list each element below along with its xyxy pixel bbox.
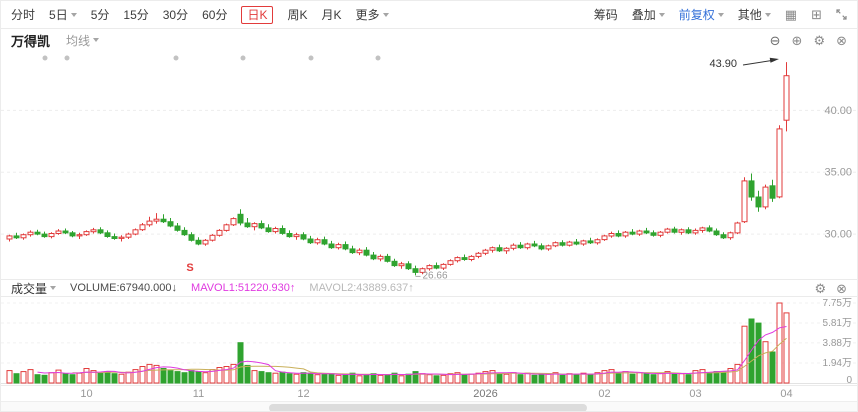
svg-text:40.00: 40.00 [824,105,852,117]
tab-60min-label: 60分 [202,8,228,22]
tab-more-label: 更多 [355,8,380,22]
volume-legend: 成交量 VOLUME:67940.000↓ MAVOL1:51220.930↑ … [11,280,414,297]
x-axis-label: 12 [297,388,310,400]
other-button[interactable]: 其他 [738,6,771,23]
period-tabs: 分时 5日 5分 15分 30分 60分 日K 周K 月K 更多 [11,5,389,24]
chips-button[interactable]: 筹码 [594,6,618,23]
svg-text:43.90: 43.90 [709,58,737,70]
tab-daily-k-label: 日K [247,7,268,22]
main-price-chart[interactable]: 40.00 35.00 30.00 43.90 26.66 S [1,51,858,279]
svg-text:7.75万: 7.75万 [823,298,852,309]
svg-text:5.81万: 5.81万 [823,318,852,329]
multi-panel-icon[interactable]: ⊞ [811,7,822,22]
tab-monthly-k-label: 月K [321,8,342,22]
chart-zoom-controls: ⊖ ⊕ ⚙ ⊗ [770,34,847,47]
chart-header: 万得凯 均线 ⊖ ⊕ ⚙ ⊗ [1,29,857,51]
svg-text:30.00: 30.00 [824,229,852,241]
svg-text:3.88万: 3.88万 [823,338,852,349]
x-axis: 10 11 12 2026 02 03 04 [1,385,857,401]
tab-timeshare[interactable]: 分时 [11,6,35,23]
overlay-button[interactable]: 叠加 [632,6,665,23]
x-axis-label: 10 [80,388,93,400]
mavol1-direction-arrow: ↑ [289,282,296,294]
volume-indicator-dropdown[interactable]: 成交量 [11,280,57,297]
chart-grid-icon[interactable]: ▦ [784,7,798,22]
zoom-in-icon[interactable]: ⊕ [791,32,803,48]
chips-label: 筹码 [593,8,618,22]
gear-icon[interactable]: ⚙ [813,32,826,48]
tab-more[interactable]: 更多 [356,6,389,23]
chevron-down-icon [764,12,771,17]
svg-text:26.66: 26.66 [423,270,448,279]
volume-chart[interactable]: 7.75万 5.81万 3.88万 1.94万 0 [1,297,858,385]
tab-15min[interactable]: 15分 [123,6,148,23]
volume-value: VOLUME:67940.000↓ [70,282,178,294]
volume-indicator-label: 成交量 [11,281,48,296]
close-icon[interactable]: ⊗ [836,32,847,48]
tab-5min-label: 5分 [90,8,110,22]
tab-30min-label: 30分 [162,8,189,22]
forward-adjust-label: 前复权 [678,8,715,22]
svg-text:35.00: 35.00 [824,167,852,179]
toolbar-right: 筹码 叠加 前复权 其他 ▦ ⊞ [594,6,847,23]
mavol2-direction-arrow: ↑ [408,282,414,294]
chevron-down-icon [50,286,57,290]
other-label: 其他 [737,8,762,22]
period-toolbar: 分时 5日 5分 15分 30分 60分 日K 周K 月K 更多 筹码 叠加 前… [1,1,857,29]
volume-direction-arrow: ↓ [171,282,178,294]
tab-daily-k[interactable]: 日K [241,5,274,24]
tab-monthly-k[interactable]: 月K [322,6,342,23]
chevron-down-icon [717,12,724,17]
chart-scrollbar-track[interactable] [1,401,857,411]
x-axis-label: 02 [598,388,611,400]
volume-bars-layer [6,302,790,384]
stock-name: 万得凯 [11,33,51,49]
x-axis-label: 03 [689,388,702,400]
chevron-down-icon [382,12,389,17]
volume-pane-controls: ⚙ ⊗ [814,282,847,295]
tab-5day[interactable]: 5日 [49,6,77,23]
tab-weekly-k[interactable]: 周K [287,6,307,23]
mavol1-value: MAVOL1:51220.930↑ [191,282,296,294]
tab-60min[interactable]: 60分 [202,6,227,23]
x-axis-label: 11 [192,388,205,400]
tab-weekly-k-label: 周K [287,8,308,22]
mavol2-value: MAVOL2:43889.637↑ [309,282,414,294]
volume-header: 成交量 VOLUME:67940.000↓ MAVOL1:51220.930↑ … [1,279,857,297]
fullscreen-icon[interactable] [836,9,847,20]
chevron-down-icon [93,38,100,42]
svg-text:0: 0 [846,375,852,385]
ma-dropdown[interactable]: 均线 [66,32,100,49]
candles-layer [6,62,790,276]
gear-icon[interactable]: ⚙ [814,280,827,296]
zoom-out-icon[interactable]: ⊖ [769,32,781,48]
tab-timeshare-label: 分时 [11,8,36,22]
tab-15min-label: 15分 [123,8,149,22]
close-icon[interactable]: ⊗ [836,280,847,296]
tab-5day-label: 5日 [49,8,68,22]
overlay-label: 叠加 [631,8,656,22]
svg-text:1.94万: 1.94万 [823,358,852,369]
x-axis-label: 2026 [473,388,498,400]
ma-dropdown-label: 均线 [66,33,91,48]
mavol-line [37,326,787,376]
tab-30min[interactable]: 30分 [163,6,188,23]
chart-scrollbar-thumb[interactable] [269,404,587,411]
tab-5min[interactable]: 5分 [91,6,110,23]
chart-header-left: 万得凯 均线 [11,31,100,50]
chevron-down-icon [70,12,77,17]
forward-adjust-button[interactable]: 前复权 [679,6,724,23]
chevron-down-icon [658,12,665,17]
mavol-line [72,337,787,376]
x-axis-label: 04 [780,388,793,400]
svg-text:S: S [186,262,193,274]
